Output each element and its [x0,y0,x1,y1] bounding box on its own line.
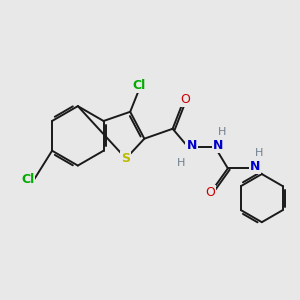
Text: N: N [186,139,197,152]
Text: S: S [122,152,130,165]
Text: Cl: Cl [21,173,34,186]
Text: N: N [213,139,224,152]
Text: N: N [250,160,260,173]
Text: H: H [255,148,263,158]
Text: O: O [180,92,190,106]
Text: Cl: Cl [132,79,145,92]
Text: O: O [206,186,215,199]
Text: H: H [177,158,185,168]
Text: H: H [218,127,226,136]
